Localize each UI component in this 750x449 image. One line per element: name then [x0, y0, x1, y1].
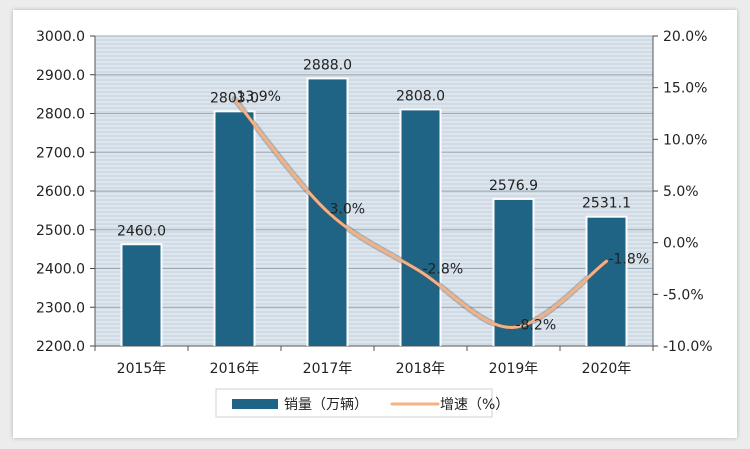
bar-data-label: 2888.0 — [303, 57, 352, 73]
bar — [122, 245, 161, 346]
bar — [494, 199, 533, 346]
bar — [587, 217, 626, 346]
legend-label-line: 增速（%） — [440, 397, 509, 413]
y-left-tick-label: 2900.0 — [36, 68, 85, 84]
growth-line — [233, 97, 608, 329]
legend-label-bar: 销量（万辆） — [284, 397, 368, 413]
y-right-tick-label: -5.0% — [663, 287, 704, 303]
x-tick-label: 2017年 — [303, 361, 353, 377]
x-tick-label: 2019年 — [489, 361, 539, 377]
bar-data-label: 2808.0 — [396, 88, 445, 104]
y-right-tick-label: -10.0% — [663, 339, 713, 355]
y-left-tick-label: 2800.0 — [36, 107, 85, 123]
x-tick-label: 2015年 — [117, 361, 167, 377]
y-left-tick-label: 2600.0 — [36, 184, 85, 200]
bar-data-label: 2531.1 — [582, 196, 631, 212]
x-tick-label: 2016年 — [210, 361, 260, 377]
growth-data-label: -1.8% — [609, 251, 650, 267]
y-right-tick-label: 0.0% — [663, 236, 699, 252]
x-tick-label: 2018年 — [396, 361, 446, 377]
legend: 销量（万辆） 增速（%） — [215, 388, 509, 418]
growth-data-label: -8.2% — [516, 317, 557, 333]
bar-data-label: 2460.0 — [117, 223, 166, 239]
y-right-tick-label: 20.0% — [663, 29, 707, 45]
bar-data-label: 2803.0 — [210, 90, 259, 106]
x-tick-label: 2020年 — [582, 361, 632, 377]
growth-data-label: -2.8% — [423, 262, 464, 278]
bar — [401, 110, 440, 347]
y-left-tick-label: 2200.0 — [36, 339, 85, 355]
y-right-tick-label: 10.0% — [663, 132, 707, 148]
y-right-tick-label: 5.0% — [663, 184, 699, 200]
y-right-tick-label: 15.0% — [663, 81, 707, 97]
growth-data-label: 3.0% — [330, 202, 366, 218]
bar-data-label: 2576.9 — [489, 178, 538, 194]
y-left-tick-label: 2300.0 — [36, 300, 85, 316]
legend-swatch-bar — [232, 399, 278, 409]
growth-data-label: 13.9% — [237, 89, 281, 105]
bar — [215, 112, 254, 347]
y-left-tick-label: 2500.0 — [36, 223, 85, 239]
y-left-tick-label: 2400.0 — [36, 262, 85, 278]
y-left-tick-label: 3000.0 — [36, 29, 85, 45]
y-left-tick-label: 2700.0 — [36, 145, 85, 161]
